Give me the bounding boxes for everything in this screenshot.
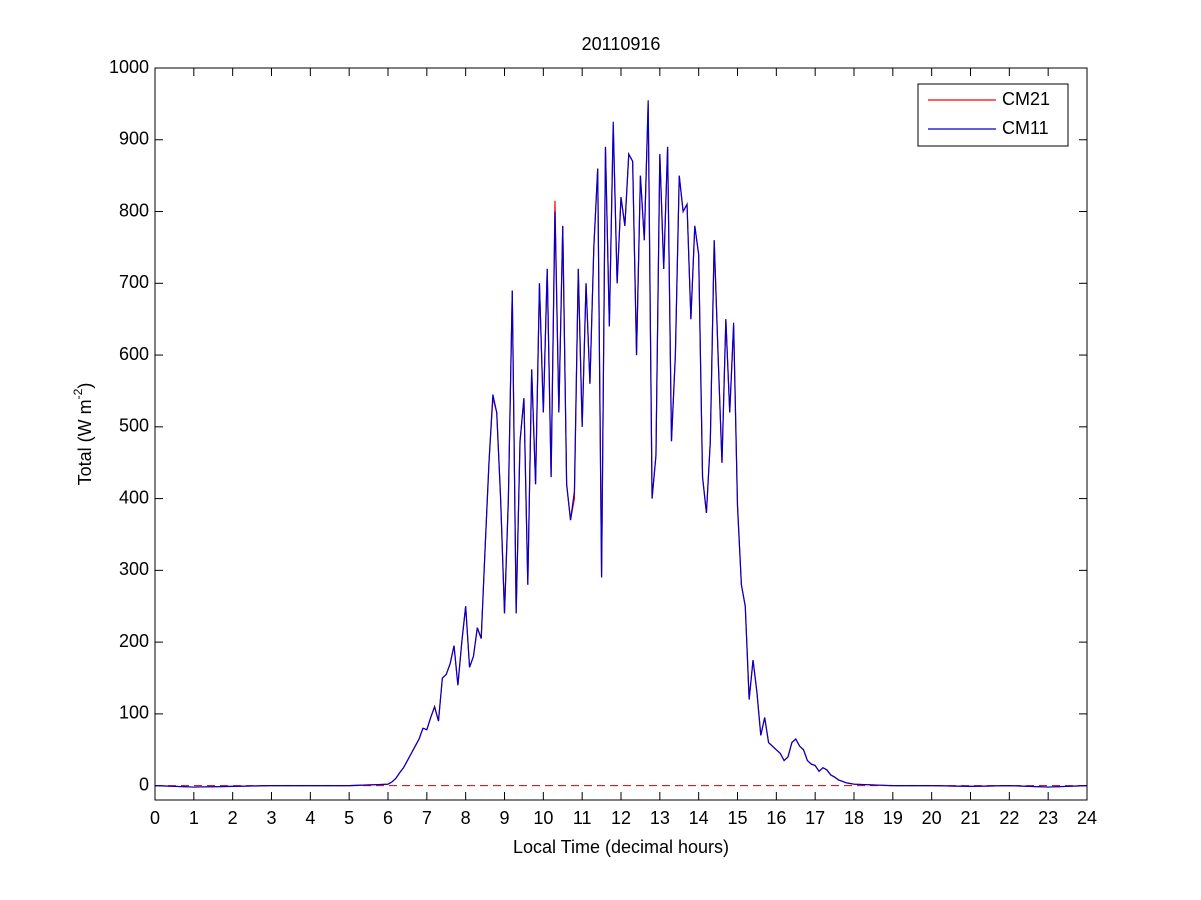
x-tick-label: 0 bbox=[150, 808, 160, 828]
x-tick-label: 11 bbox=[573, 808, 592, 828]
x-tick-label: 1 bbox=[189, 808, 199, 828]
y-tick-label: 1000 bbox=[109, 57, 149, 77]
x-tick-label: 14 bbox=[689, 808, 709, 828]
x-tick-label: 2 bbox=[228, 808, 238, 828]
x-tick-label: 12 bbox=[611, 808, 631, 828]
x-tick-label: 21 bbox=[960, 808, 980, 828]
x-tick-label: 23 bbox=[1038, 808, 1058, 828]
x-tick-label: 9 bbox=[499, 808, 509, 828]
y-axis-label-sup: -2 bbox=[71, 388, 85, 399]
y-tick-label: 200 bbox=[119, 631, 149, 651]
y-tick-label: 100 bbox=[119, 703, 149, 723]
x-tick-label: 5 bbox=[344, 808, 354, 828]
y-axis-label-end: ) bbox=[75, 383, 95, 389]
x-tick-label: 4 bbox=[305, 808, 315, 828]
x-tick-label: 3 bbox=[266, 808, 276, 828]
x-tick-label: 8 bbox=[461, 808, 471, 828]
x-tick-label: 22 bbox=[999, 808, 1019, 828]
x-tick-label: 20 bbox=[922, 808, 942, 828]
y-tick-label: 300 bbox=[119, 559, 149, 579]
x-tick-label: 15 bbox=[727, 808, 747, 828]
x-tick-label: 16 bbox=[766, 808, 786, 828]
legend: CM21 CM11 bbox=[917, 83, 1069, 147]
x-tick-label: 13 bbox=[650, 808, 670, 828]
y-axis-label: Total (W m-2) bbox=[71, 383, 95, 486]
line-series bbox=[154, 100, 1088, 788]
x-axis-label: Local Time (decimal hours) bbox=[513, 837, 729, 857]
x-tick-label: 24 bbox=[1077, 808, 1097, 828]
axes-box bbox=[154, 67, 1088, 801]
x-tick-label: 10 bbox=[533, 808, 553, 828]
y-tick-label: 900 bbox=[119, 129, 149, 149]
legend-label: CM11 bbox=[1002, 118, 1049, 138]
y-tick-label: 600 bbox=[119, 344, 149, 364]
x-tick-label: 17 bbox=[805, 808, 825, 828]
y-tick-label: 0 bbox=[139, 774, 149, 794]
x-tick-label: 7 bbox=[422, 808, 432, 828]
chart-title: 20110916 bbox=[582, 34, 661, 54]
y-axis-label-text: Total (W m bbox=[75, 399, 95, 485]
legend-box bbox=[917, 83, 1069, 147]
x-tick-label: 6 bbox=[383, 808, 393, 828]
y-tick-label: 500 bbox=[119, 416, 149, 436]
x-tick-label: 18 bbox=[844, 808, 864, 828]
legend-label: CM21 bbox=[1002, 89, 1050, 109]
y-tick-label: 700 bbox=[119, 272, 149, 292]
x-tick-label: 19 bbox=[883, 808, 903, 828]
y-tick-label: 800 bbox=[119, 200, 149, 220]
y-tick-label: 400 bbox=[119, 487, 149, 507]
